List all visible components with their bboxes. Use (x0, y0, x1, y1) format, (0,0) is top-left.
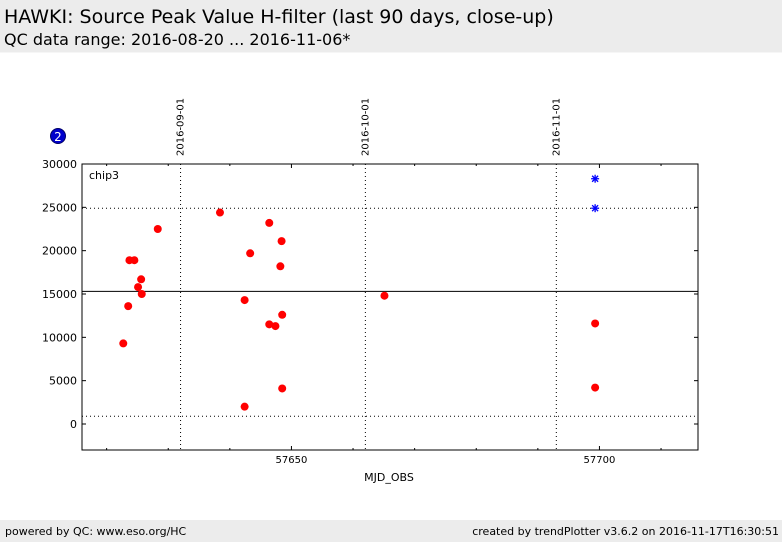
y-tick-label: 30000 (42, 158, 77, 171)
star-point (591, 204, 600, 213)
data-point (153, 225, 162, 233)
data-point (240, 296, 249, 305)
data-point (380, 291, 389, 300)
date-markers: 2016-09-01 2016-10-01 2016-11-01 (176, 98, 562, 450)
date-marker-label: 2016-09-01 (176, 98, 187, 156)
x-tick-label: 57650 (276, 455, 308, 466)
data-point (591, 383, 600, 392)
reference-lines (82, 207, 698, 417)
data-point (276, 262, 285, 271)
y-tick-label: 0 (70, 418, 77, 431)
date-marker-label: 2016-11-01 (551, 98, 562, 156)
data-point (591, 319, 600, 328)
data-point (130, 256, 139, 265)
data-point (124, 302, 133, 311)
data-point (134, 283, 143, 292)
data-point (278, 310, 287, 319)
data-point (265, 218, 274, 227)
footer-generator: created by trendPlotter v3.6.2 on 2016-1… (472, 525, 779, 538)
footer-credit: powered by QC: www.eso.org/HC (5, 525, 187, 538)
plot-frame (81, 163, 699, 451)
data-points (119, 174, 600, 411)
data-point (271, 322, 280, 331)
y-tick-label: 20000 (42, 245, 77, 258)
data-point (119, 339, 128, 348)
page-title: HAWKI: Source Peak Value H-filter (last … (4, 6, 554, 28)
x-axis: 57650 57700 (106, 164, 662, 466)
data-point (278, 384, 287, 393)
x-tick-label: 57700 (584, 455, 616, 466)
y-tick-label: 15000 (42, 288, 77, 301)
x-axis-label: MJD_OBS (364, 471, 414, 484)
plot-index-badge[interactable]: 2 (50, 128, 66, 144)
y-axis: 0 5000 10000 15000 20000 25000 30000 (42, 158, 698, 431)
data-point (137, 290, 146, 298)
data-point (246, 249, 255, 258)
panel-label: chip3 (89, 169, 119, 182)
data-point (265, 320, 274, 329)
data-point (215, 208, 224, 217)
qc-data-range: QC data range: 2016-08-20 ... 2016-11-06… (4, 30, 351, 49)
data-point (240, 402, 249, 411)
y-tick-label: 10000 (42, 331, 77, 344)
y-tick-label: 5000 (49, 375, 77, 388)
star-point (591, 174, 600, 183)
y-tick-label: 25000 (42, 201, 77, 214)
header-bar: HAWKI: Source Peak Value H-filter (last … (0, 0, 782, 53)
date-marker-label: 2016-10-01 (360, 98, 371, 156)
data-point (277, 237, 286, 246)
footer-bar: powered by QC: www.eso.org/HC created by… (0, 520, 782, 542)
data-point (137, 275, 146, 284)
